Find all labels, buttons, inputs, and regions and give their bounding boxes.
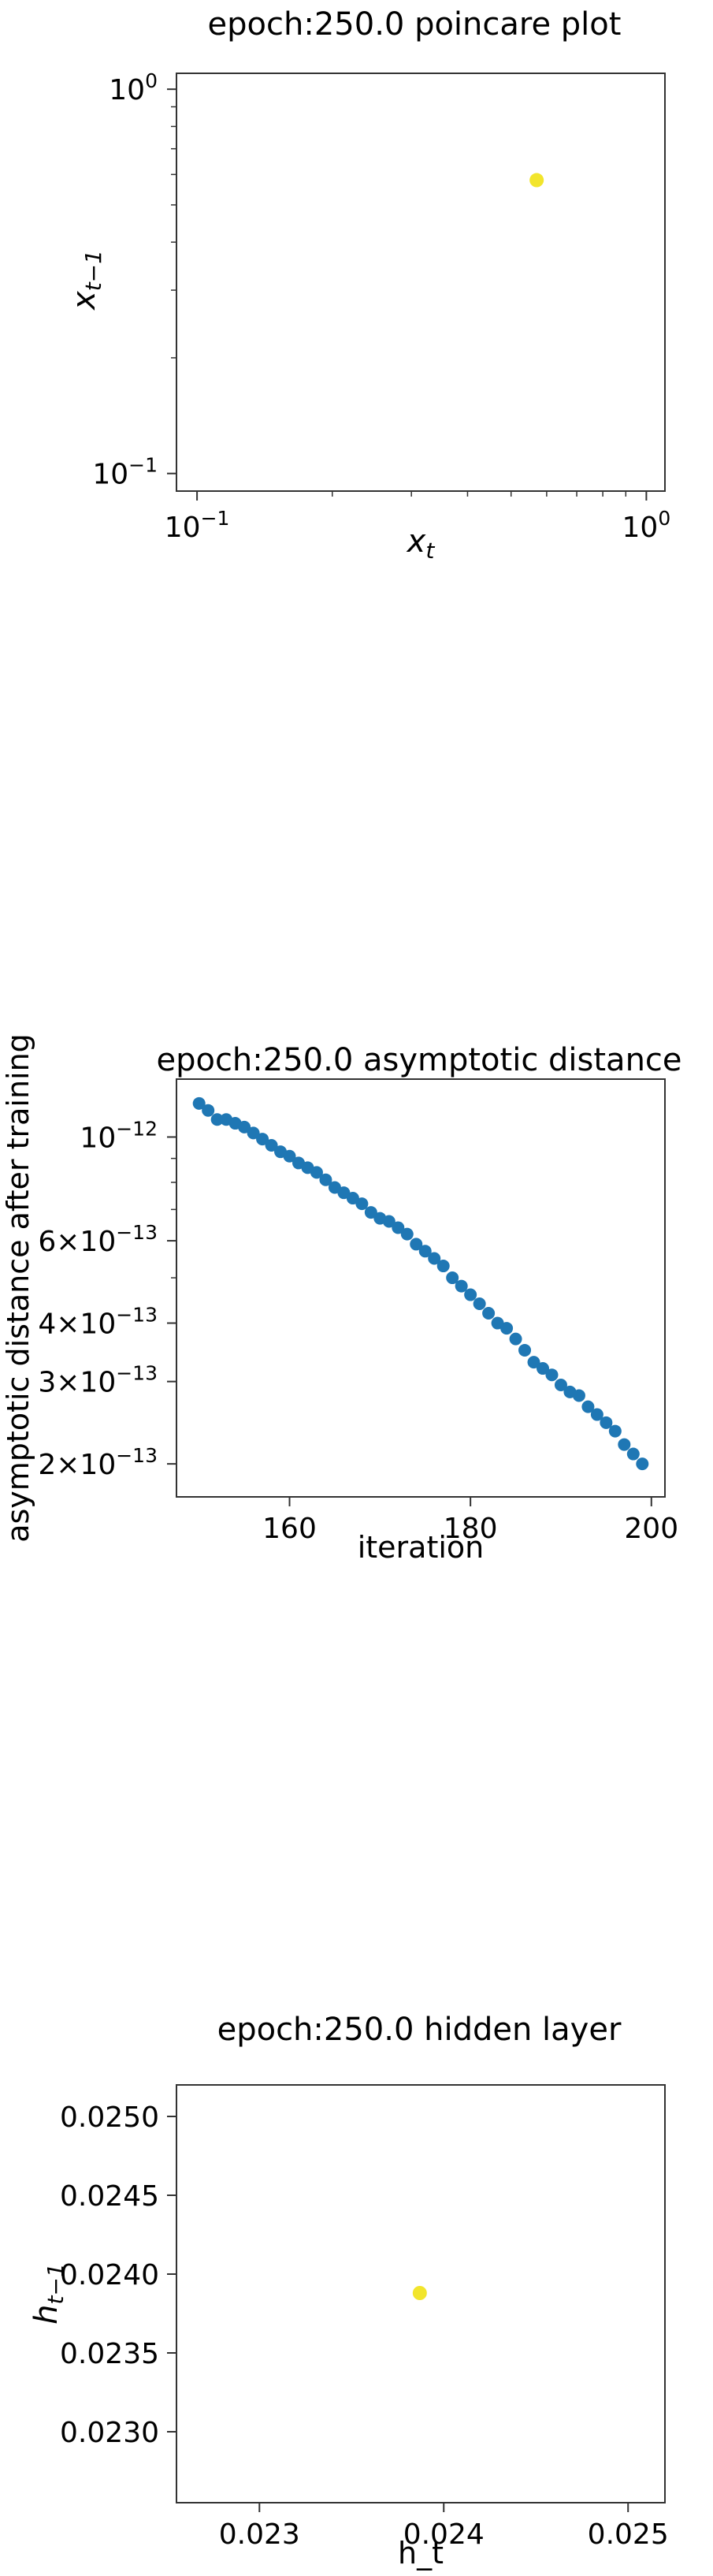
data-point [392, 1221, 405, 1234]
data-point [590, 1408, 603, 1421]
y-tick-label: 10−12 [80, 1117, 158, 1154]
x-tick-label: 200 [624, 1513, 678, 1545]
y-tick-label: 0.0240 [60, 2259, 159, 2291]
data-point [400, 1227, 414, 1241]
poincare-plot-x-axis-label: xt [406, 523, 436, 564]
hidden-layer-title: epoch:250.0 hidden layer [217, 2012, 622, 2048]
y-tick-label: 0.0230 [60, 2417, 159, 2449]
hidden-layer-frame [176, 2084, 666, 2503]
asymptotic-distance-title: epoch:250.0 asymptotic distance [156, 1042, 681, 1078]
hidden-layer-x-axis-label: h_t [398, 2536, 444, 2570]
data-point [210, 1113, 224, 1126]
data-point [436, 1260, 450, 1273]
data-point [545, 1368, 559, 1382]
data-point [626, 1447, 640, 1461]
data-point [600, 1416, 613, 1429]
hidden-layer-marks: 0.023 0.024 0.025 0.0230 0.0235 0.0240 0.0245 0… [60, 2101, 669, 2551]
data-point [529, 173, 544, 188]
y-tick-label: 100 [109, 69, 158, 106]
data-point [500, 1322, 514, 1335]
data-point [464, 1288, 477, 1301]
poincare-plot-frame [176, 73, 666, 492]
poincare-plot-y-axis-label: xt−1 [66, 250, 106, 311]
asymptotic-distance-marks: 160 180 200 10−12 6×10−13 4×10−13 3×10−13 2×10−… [38, 1096, 678, 1545]
data-point [527, 1356, 540, 1369]
data-point [581, 1400, 595, 1413]
data-point [428, 1252, 441, 1265]
data-point [355, 1197, 369, 1211]
poincare-plot-title: epoch:250.0 poincare plot [208, 6, 622, 43]
data-point [192, 1096, 206, 1110]
data-point [410, 1238, 423, 1251]
data-point [636, 1457, 649, 1471]
data-point [509, 1332, 522, 1346]
asymptotic-distance-x-axis-label: iteration [358, 1530, 485, 1565]
data-point [482, 1306, 496, 1320]
data-point [265, 1138, 278, 1152]
data-point [473, 1297, 486, 1310]
data-point [247, 1126, 260, 1140]
data-point [319, 1173, 332, 1186]
data-point [283, 1149, 296, 1163]
data-point [337, 1186, 351, 1200]
y-tick-label: 3×10−13 [38, 1362, 158, 1399]
y-tick-label: 2×10−13 [38, 1444, 158, 1481]
y-tick-label: 4×10−13 [38, 1304, 158, 1341]
hidden-layer-panel: epoch:250.0 hidden layer 0.023 0.024 0.025… [28, 2012, 669, 2570]
asymptotic-distance-panel: epoch:250.0 asymptotic distance 160 180 20… [1, 1033, 682, 1565]
x-tick-label: 10−1 [165, 507, 230, 544]
x-tick-label: 0.025 [588, 2518, 669, 2551]
data-point [202, 1104, 215, 1117]
x-tick-label: 180 [444, 1513, 498, 1545]
hidden-layer-y-axis-label: ht−1 [28, 2263, 69, 2325]
y-tick-label: 0.0245 [60, 2180, 159, 2213]
data-point [346, 1192, 359, 1205]
data-point [518, 1343, 532, 1357]
y-tick-label: 10−1 [92, 454, 158, 491]
data-point [364, 1206, 377, 1219]
data-point [382, 1215, 395, 1228]
data-point [310, 1166, 323, 1179]
x-tick-label: 160 [262, 1513, 317, 1545]
data-point [238, 1120, 251, 1134]
data-point [455, 1279, 468, 1293]
data-point [554, 1378, 567, 1391]
data-point [537, 1362, 549, 1375]
data-point [412, 2286, 427, 2300]
asymptotic-distance-y-axis-label: asymptotic distance after training [1, 1033, 35, 1543]
y-tick-label: 6×10−13 [38, 1221, 158, 1258]
y-tick-label: 0.0235 [60, 2338, 159, 2370]
x-tick-label: 0.023 [219, 2518, 300, 2551]
x-tick-label: 0.024 [403, 2518, 485, 2551]
asymptotic-distance-frame [176, 1078, 666, 1498]
data-point [256, 1133, 269, 1146]
x-tick-label: 100 [622, 507, 671, 544]
data-point [608, 1424, 622, 1438]
poincare-plot-panel: epoch:250.0 poincare plot 10−1 100 10−1 100… [66, 6, 670, 564]
data-point [446, 1271, 459, 1285]
data-point [572, 1389, 585, 1402]
poincare-plot-marks: 10−1 100 10−1 100 [92, 69, 670, 544]
y-tick-label: 0.0250 [60, 2101, 159, 2134]
data-point [618, 1438, 631, 1451]
data-point [418, 1245, 432, 1258]
